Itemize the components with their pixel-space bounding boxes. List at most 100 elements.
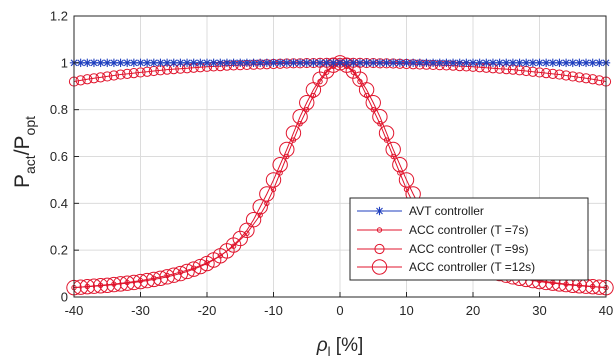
data-point xyxy=(137,277,144,284)
data-point xyxy=(495,58,504,68)
asterisk-stroke xyxy=(436,59,444,67)
data-point xyxy=(415,58,424,68)
data-point xyxy=(269,58,278,68)
y-axis-label-s2: opt xyxy=(22,116,38,136)
data-point xyxy=(186,261,202,277)
y-tick-label: 0.4 xyxy=(50,196,68,211)
asterisk-stroke xyxy=(369,59,377,67)
asterisk-stroke xyxy=(509,59,517,67)
asterisk-stroke xyxy=(303,59,311,67)
data-point xyxy=(357,78,363,85)
data-point xyxy=(534,67,545,78)
asterisk-stroke xyxy=(389,59,397,67)
y-axis-label-s1: act xyxy=(22,155,38,174)
asterisk-stroke xyxy=(309,59,317,67)
data-point xyxy=(576,282,583,288)
y-tick-label: 0 xyxy=(61,290,68,305)
data-point xyxy=(270,186,277,192)
data-point xyxy=(548,58,557,68)
legend-marker-avt xyxy=(375,206,384,216)
data-point xyxy=(382,58,391,68)
data-point xyxy=(377,121,383,127)
x-tick-label: 30 xyxy=(532,303,546,318)
data-point xyxy=(122,68,133,79)
asterisk-stroke xyxy=(336,59,344,67)
data-point xyxy=(225,237,242,253)
asterisk-stroke xyxy=(103,59,111,67)
data-point xyxy=(102,71,113,82)
data-point xyxy=(230,243,237,249)
asterisk-stroke xyxy=(270,59,277,67)
legend-label-acc-9s: ACC controller (T =9s) xyxy=(409,242,528,256)
data-point xyxy=(302,58,311,68)
data-point xyxy=(408,58,418,68)
asterisk-stroke xyxy=(157,59,164,67)
data-point xyxy=(108,70,120,81)
y-axis-label: Pact/Popt xyxy=(11,116,38,188)
asterisk-stroke xyxy=(323,59,331,67)
asterisk-stroke xyxy=(469,59,477,67)
asterisk-stroke xyxy=(542,59,550,67)
data-point xyxy=(257,212,263,218)
data-point xyxy=(383,137,390,143)
asterisk-stroke xyxy=(230,59,238,67)
asterisk-stroke xyxy=(376,207,383,215)
asterisk-stroke xyxy=(290,59,297,67)
data-point xyxy=(72,279,89,295)
data-point xyxy=(182,58,192,68)
asterisk-stroke xyxy=(423,59,430,67)
data-point xyxy=(403,186,410,192)
asterisk-stroke xyxy=(236,59,244,67)
data-point xyxy=(103,58,112,68)
asterisk-stroke xyxy=(416,59,424,67)
data-point xyxy=(111,281,117,287)
legend-marker-acc-12s xyxy=(371,259,388,275)
y-axis-label-p1: P xyxy=(11,174,34,188)
asterisk-stroke xyxy=(316,59,324,67)
data-point xyxy=(297,121,303,127)
asterisk-stroke xyxy=(276,59,284,67)
data-point xyxy=(304,106,310,113)
legend-marker-shape xyxy=(371,259,388,275)
asterisk-stroke xyxy=(223,59,231,67)
asterisk-stroke xyxy=(150,59,158,67)
data-point xyxy=(95,72,106,83)
asterisk-stroke xyxy=(163,59,171,67)
data-point xyxy=(151,275,157,281)
data-point xyxy=(88,73,100,84)
data-point xyxy=(310,92,317,99)
asterisk-stroke xyxy=(349,59,357,67)
asterisk-stroke xyxy=(210,59,218,67)
asterisk-stroke xyxy=(216,59,224,67)
data-point xyxy=(192,258,209,275)
data-point xyxy=(142,58,152,68)
data-point xyxy=(84,283,91,290)
data-point xyxy=(568,58,577,68)
asterisk-stroke xyxy=(582,59,590,67)
data-point xyxy=(574,72,585,83)
x-axis-label-subscript: l xyxy=(328,344,331,359)
asterisk-stroke xyxy=(476,59,484,67)
data-point xyxy=(567,71,578,82)
asterisk-stroke xyxy=(117,59,124,67)
data-point xyxy=(256,58,265,68)
legend-label-acc-7s: ACC controller (T =7s) xyxy=(409,223,528,237)
data-point xyxy=(369,58,378,68)
data-point xyxy=(397,170,403,176)
asterisk-stroke xyxy=(90,59,98,67)
x-tick-label: 20 xyxy=(466,303,480,318)
asterisk-stroke xyxy=(263,59,271,67)
data-point xyxy=(242,58,252,68)
x-axis-label-unit: [%] xyxy=(331,335,364,356)
asterisk-stroke xyxy=(283,59,291,67)
asterisk-stroke xyxy=(130,59,138,67)
x-tick-label: -30 xyxy=(131,303,150,318)
data-point xyxy=(290,137,297,143)
data-point xyxy=(358,82,375,98)
data-point xyxy=(350,69,356,75)
asterisk-stroke xyxy=(482,59,490,67)
legend-label-avt: AVT controller xyxy=(409,204,484,218)
asterisk-stroke xyxy=(170,59,178,67)
